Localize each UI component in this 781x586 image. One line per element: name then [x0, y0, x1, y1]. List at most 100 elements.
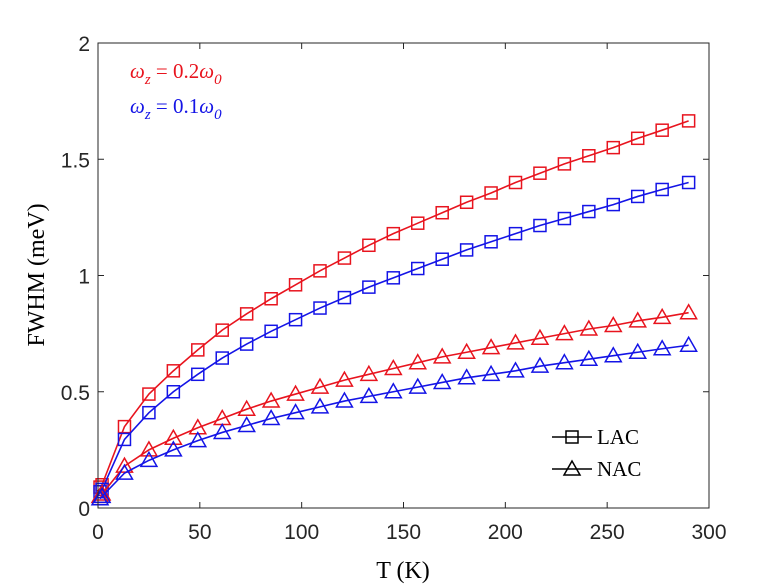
- data-point: [457, 342, 476, 359]
- data-point: [481, 364, 501, 382]
- data-point: [679, 303, 698, 320]
- data-point: [408, 353, 428, 370]
- data-point: [533, 166, 547, 180]
- data-point: [484, 235, 498, 249]
- data-point: [652, 307, 672, 325]
- data-point: [362, 238, 376, 253]
- data-point: [117, 419, 132, 434]
- data-point: [579, 319, 599, 336]
- data-point: [239, 337, 254, 351]
- data-point: [481, 338, 501, 355]
- data-point: [139, 450, 159, 468]
- data-point: [679, 335, 698, 352]
- data-point: [582, 149, 596, 163]
- data-point: [142, 405, 156, 420]
- y-tick-label: 0.5: [61, 382, 90, 405]
- data-point: [115, 456, 134, 473]
- data-point: [288, 312, 303, 327]
- data-point: [533, 218, 547, 233]
- data-point: [508, 226, 523, 241]
- annotation-blue: ωz = 0.1ω0: [130, 94, 222, 123]
- data-point: [288, 278, 303, 292]
- data-point: [142, 387, 156, 401]
- data-point: [335, 370, 354, 387]
- data-point: [655, 123, 669, 137]
- data-point: [115, 463, 134, 480]
- data-point: [432, 372, 452, 390]
- annotation-red: ωz = 0.2ω0: [130, 59, 222, 88]
- data-point: [435, 252, 449, 266]
- data-point: [506, 361, 525, 378]
- x-tick-label: 50: [188, 521, 211, 544]
- data-point: [457, 368, 476, 385]
- data-point: [188, 431, 208, 448]
- data-point: [681, 114, 696, 128]
- series-layer: [90, 114, 698, 506]
- data-point: [337, 290, 352, 305]
- series-3: [90, 303, 698, 504]
- data-point: [579, 349, 599, 366]
- data-point: [264, 292, 278, 306]
- data-point: [530, 328, 550, 346]
- data-point: [655, 182, 669, 197]
- data-point: [313, 301, 327, 315]
- data-point: [335, 391, 354, 408]
- x-tick-label: 200: [488, 521, 523, 544]
- data-point: [628, 311, 648, 328]
- y-tick-label: 0: [78, 498, 90, 521]
- data-point: [582, 204, 596, 219]
- data-point: [212, 422, 232, 440]
- data-point: [261, 408, 281, 426]
- data-point: [286, 403, 305, 420]
- data-point: [264, 324, 278, 339]
- data-point: [557, 157, 572, 171]
- data-point: [484, 186, 498, 200]
- data-point: [384, 358, 403, 376]
- data-point: [139, 440, 159, 457]
- data-point: [310, 397, 330, 414]
- data-point: [239, 307, 254, 321]
- data-point: [215, 323, 229, 337]
- data-point: [313, 264, 327, 278]
- data-point: [459, 243, 474, 257]
- x-tick-label: 250: [590, 521, 625, 544]
- series-line: [99, 120, 689, 488]
- tick-labels-layer: 0 50 100 150 200 250 300 0 0.5 1 1.5 2: [61, 33, 727, 544]
- legend-marker-triangle: [562, 459, 582, 476]
- data-point: [286, 384, 305, 401]
- data-point: [386, 271, 401, 285]
- data-point: [628, 342, 648, 359]
- data-point: [652, 339, 672, 356]
- data-point: [459, 195, 474, 210]
- data-point: [362, 280, 376, 294]
- data-point: [435, 205, 449, 220]
- data-point: [237, 399, 256, 416]
- data-point: [555, 353, 574, 370]
- data-point: [557, 211, 572, 226]
- data-point: [630, 131, 645, 146]
- data-point: [117, 432, 132, 447]
- data-point: [337, 251, 352, 265]
- data-point: [630, 189, 645, 204]
- series-4: [90, 335, 698, 506]
- data-point: [432, 347, 452, 364]
- series-line: [99, 181, 689, 493]
- y-axis-label: FWHM (meV): [24, 203, 50, 346]
- data-point: [191, 343, 205, 357]
- legend-label-nac: NAC: [597, 457, 641, 481]
- data-point: [384, 382, 403, 399]
- ticks-layer: [97, 42, 710, 509]
- x-tick-label: 300: [691, 521, 726, 544]
- data-point: [310, 377, 330, 394]
- data-point: [359, 386, 379, 404]
- data-point: [506, 333, 525, 350]
- data-point: [164, 428, 183, 445]
- data-point: [508, 175, 523, 190]
- data-point: [215, 351, 229, 365]
- x-tick-label: 0: [92, 521, 104, 544]
- data-point: [603, 346, 623, 363]
- data-point: [166, 364, 181, 378]
- legend-label-lac: LAC: [597, 425, 639, 449]
- data-point: [530, 356, 550, 373]
